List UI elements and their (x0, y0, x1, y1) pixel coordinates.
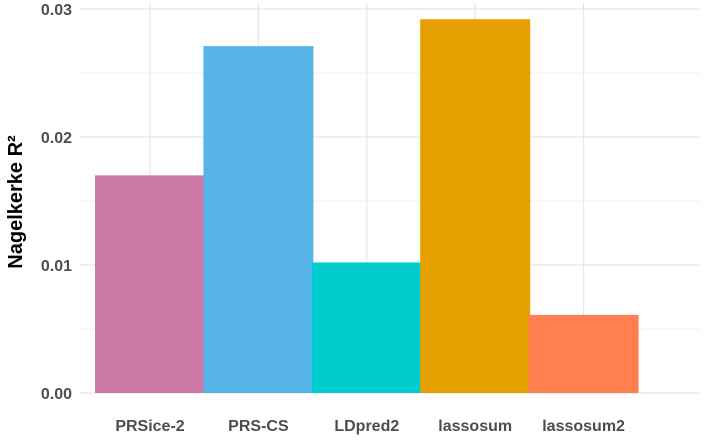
x-tick-label: PRSice-2 (115, 418, 184, 435)
y-tick-label: 0.01 (41, 258, 72, 275)
bar-prs-cs (203, 46, 314, 394)
y-tick-label: 0.02 (41, 130, 72, 147)
x-tick-label: lassosum2 (542, 418, 625, 435)
y-tick-labels: 0.00 0.01 0.02 0.03 (41, 2, 72, 403)
bars (95, 19, 639, 394)
y-tick-label: 0.00 (41, 386, 72, 403)
y-tick-label: 0.03 (41, 2, 72, 19)
x-tick-label: LDpred2 (334, 418, 399, 435)
x-tick-labels: PRSice-2 PRS-CS LDpred2 lassosum lassosum2 (115, 418, 625, 435)
bar-ldpred2 (311, 262, 422, 393)
bar-lassosum (420, 19, 531, 394)
bar-prsice-2 (95, 175, 205, 393)
y-axis-title: Nagelkerke R² (5, 135, 27, 269)
bar-lassosum2 (528, 314, 639, 393)
x-tick-label: PRS-CS (228, 418, 289, 435)
x-tick-label: lassosum (438, 418, 512, 435)
